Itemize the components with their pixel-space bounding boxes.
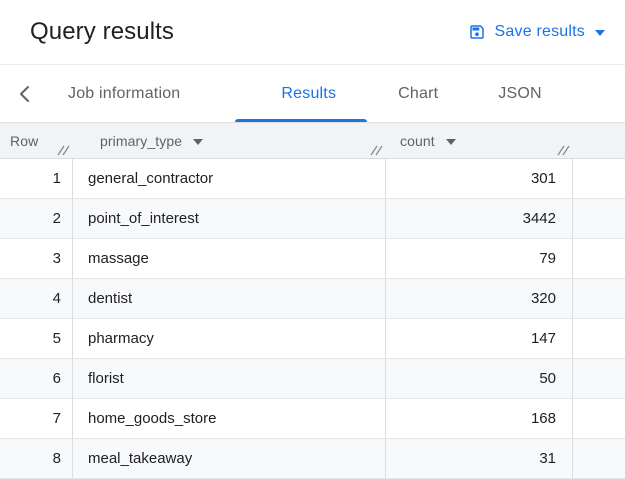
- table-row: 4 dentist 320: [0, 279, 625, 319]
- filler-cell: [573, 319, 625, 358]
- column-resize-handle-icon[interactable]: [557, 145, 570, 156]
- tab-label: Chart: [398, 84, 439, 102]
- row-number-cell: 6: [0, 359, 73, 398]
- caret-down-icon[interactable]: [193, 138, 204, 145]
- count-cell: 79: [386, 239, 573, 278]
- column-header-primary-type[interactable]: primary_type: [73, 123, 386, 158]
- primary-type-cell: point_of_interest: [73, 199, 386, 238]
- filler-cell: [573, 279, 625, 318]
- column-header-row: Row: [0, 123, 73, 158]
- caret-down-icon[interactable]: [445, 138, 456, 145]
- chevron-left-icon: [18, 85, 30, 103]
- tab-results[interactable]: Results: [235, 65, 367, 122]
- table-row: 5 pharmacy 147: [0, 319, 625, 359]
- column-label: Row: [10, 132, 39, 149]
- caret-down-icon: [595, 30, 605, 36]
- count-cell: 31: [386, 439, 573, 478]
- title-bar: Query results Save results: [0, 0, 625, 65]
- primary-type-cell: pharmacy: [73, 319, 386, 358]
- filler-cell: [573, 199, 625, 238]
- tab-label: JSON: [498, 84, 542, 102]
- primary-type-cell: general_contractor: [73, 159, 386, 198]
- row-number-cell: 5: [0, 319, 73, 358]
- primary-type-cell: dentist: [73, 279, 386, 318]
- column-label: primary_type: [100, 132, 183, 149]
- count-cell: 3442: [386, 199, 573, 238]
- row-number-cell: 1: [0, 159, 73, 198]
- column-resize-handle-icon[interactable]: [57, 145, 70, 156]
- save-results-button[interactable]: Save results: [468, 23, 605, 41]
- count-cell: 168: [386, 399, 573, 438]
- primary-type-cell: meal_takeaway: [73, 439, 386, 478]
- row-number-cell: 4: [0, 279, 73, 318]
- table-row: 8 meal_takeaway 31: [0, 439, 625, 479]
- tab-label: Job information: [68, 84, 181, 102]
- column-header-count[interactable]: count: [386, 123, 573, 158]
- count-cell: 50: [386, 359, 573, 398]
- results-table-body: 1 general_contractor 301 2 point_of_interest…: [0, 159, 625, 479]
- page-title: Query results: [30, 18, 175, 45]
- table-row: 3 massage 79: [0, 239, 625, 279]
- row-number-cell: 7: [0, 399, 73, 438]
- tabs-scroll-back-button[interactable]: [0, 65, 48, 122]
- table-row: 1 general_contractor 301: [0, 159, 625, 199]
- row-number-cell: 8: [0, 439, 73, 478]
- table-row: 6 florist 50: [0, 359, 625, 399]
- filler-cell: [573, 439, 625, 478]
- save-results-label: Save results: [494, 23, 585, 40]
- tab-chart[interactable]: Chart: [367, 65, 469, 122]
- column-label: count: [400, 132, 435, 149]
- tab-json[interactable]: JSON: [469, 65, 559, 122]
- column-header-filler: [573, 123, 625, 158]
- tab-job-information[interactable]: Job information: [48, 65, 208, 122]
- table-row: 7 home_goods_store 168: [0, 399, 625, 439]
- filler-cell: [573, 399, 625, 438]
- filler-cell: [573, 359, 625, 398]
- tab-label: Results: [281, 84, 337, 102]
- results-table-header: Row primary_type count: [0, 123, 625, 159]
- column-resize-handle-icon[interactable]: [370, 145, 383, 156]
- count-cell: 320: [386, 279, 573, 318]
- filler-cell: [573, 159, 625, 198]
- filler-cell: [573, 239, 625, 278]
- row-number-cell: 2: [0, 199, 73, 238]
- table-row: 2 point_of_interest 3442: [0, 199, 625, 239]
- row-number-cell: 3: [0, 239, 73, 278]
- save-icon: [468, 23, 486, 41]
- primary-type-cell: florist: [73, 359, 386, 398]
- primary-type-cell: massage: [73, 239, 386, 278]
- count-cell: 147: [386, 319, 573, 358]
- primary-type-cell: home_goods_store: [73, 399, 386, 438]
- count-cell: 301: [386, 159, 573, 198]
- tab-bar: Job information Results Chart JSON: [0, 65, 625, 123]
